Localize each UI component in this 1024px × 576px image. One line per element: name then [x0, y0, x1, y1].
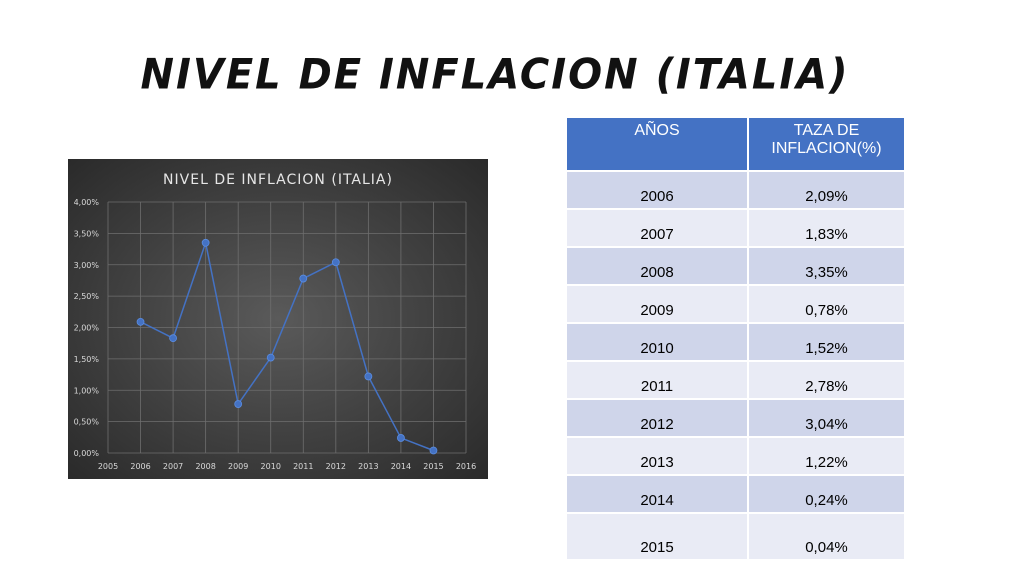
inflation-cell: 2,09%: [747, 170, 906, 210]
line-chart: NIVEL DE INFLACION (ITALIA) 0,00% 0,50% 1,…: [68, 159, 488, 479]
chart-title: NIVEL DE INFLACION (ITALIA): [163, 172, 393, 188]
data-point: [266, 353, 275, 362]
x-tick-label: 2016: [456, 462, 476, 471]
year-cell: 2012: [565, 398, 749, 438]
x-tick-label: 2007: [163, 462, 183, 471]
y-tick-label: 1,00%: [74, 386, 100, 395]
data-point: [364, 372, 373, 381]
inflation-cell: 0,04%: [747, 512, 906, 561]
x-tick-label: 2012: [326, 462, 346, 471]
x-tick-label: 2014: [391, 462, 411, 471]
chart-grid: [107, 201, 467, 454]
table-row: 2015 0,04%: [565, 512, 906, 561]
series-layer: [136, 238, 438, 455]
table-row: 2009 0,78%: [565, 284, 906, 324]
year-cell: 2006: [565, 170, 749, 210]
table-row: 2006 2,09%: [565, 170, 906, 210]
y-axis-ticks: 0,00% 0,50% 1,00% 1,50% 2,00% 2,50% 3,00% 3,50%…: [74, 198, 100, 458]
header-years: AÑOS: [565, 116, 749, 172]
inflation-cell: 3,35%: [747, 246, 906, 286]
x-tick-label: 2010: [261, 462, 281, 471]
x-tick-label: 2009: [228, 462, 248, 471]
table-row: 2014 0,24%: [565, 474, 906, 514]
y-tick-label: 3,50%: [74, 229, 100, 238]
chart-svg: NIVEL DE INFLACION (ITALIA) 0,00% 0,50% 1,…: [74, 172, 477, 471]
data-point: [201, 238, 210, 247]
data-point: [234, 400, 243, 408]
data-point: [169, 334, 177, 343]
y-tick-label: 2,00%: [74, 324, 100, 333]
table-row: 2010 1,52%: [565, 322, 906, 362]
table-row: 2012 3,04%: [565, 398, 906, 438]
inflation-cell: 0,78%: [747, 284, 906, 324]
year-cell: 2010: [565, 322, 749, 362]
x-tick-label: 2008: [195, 462, 215, 471]
y-tick-label: 0,50%: [74, 418, 100, 427]
year-cell: 2007: [565, 208, 749, 248]
year-cell: 2013: [565, 436, 749, 476]
year-cell: 2009: [565, 284, 749, 324]
inflation-table: AÑOS TAZA DE INFLACION(%) 2006 2,09% 200…: [565, 116, 906, 561]
table-row: 2011 2,78%: [565, 360, 906, 400]
y-tick-label: 2,50%: [74, 292, 100, 301]
data-point: [397, 434, 405, 442]
y-tick-label: 0,00%: [74, 449, 100, 458]
data-point: [299, 274, 308, 283]
table-header-row: AÑOS TAZA DE INFLACION(%): [565, 116, 906, 172]
slide-title: NIVEL DE INFLACION (ITALIA): [140, 50, 850, 100]
inflation-cell: 1,83%: [747, 208, 906, 248]
year-cell: 2011: [565, 360, 749, 400]
x-axis-ticks: 2005 2006 2007 2008 2009 2010 2011 2012 2013 2014…: [98, 462, 476, 471]
data-point: [429, 446, 438, 455]
inflation-cell: 1,22%: [747, 436, 906, 476]
y-tick-label: 3,00%: [74, 261, 100, 270]
x-tick-label: 2005: [98, 462, 118, 471]
year-cell: 2015: [565, 512, 749, 561]
inflation-cell: 3,04%: [747, 398, 906, 438]
x-tick-label: 2011: [293, 462, 313, 471]
inflation-cell: 2,78%: [747, 360, 906, 400]
y-tick-label: 4,00%: [74, 198, 100, 207]
series-line: [140, 239, 434, 452]
x-tick-label: 2013: [358, 462, 378, 471]
year-cell: 2008: [565, 246, 749, 286]
table-row: 2007 1,83%: [565, 208, 906, 248]
inflation-cell: 1,52%: [747, 322, 906, 362]
x-tick-label: 2006: [130, 462, 150, 471]
inflation-cell: 0,24%: [747, 474, 906, 514]
data-point: [136, 317, 145, 326]
x-tick-label: 2015: [423, 462, 443, 471]
y-tick-label: 1,50%: [74, 355, 100, 364]
table-row: 2008 3,35%: [565, 246, 906, 286]
header-inflation: TAZA DE INFLACION(%): [747, 116, 906, 172]
table-row: 2013 1,22%: [565, 436, 906, 476]
data-point: [331, 258, 340, 267]
year-cell: 2014: [565, 474, 749, 514]
